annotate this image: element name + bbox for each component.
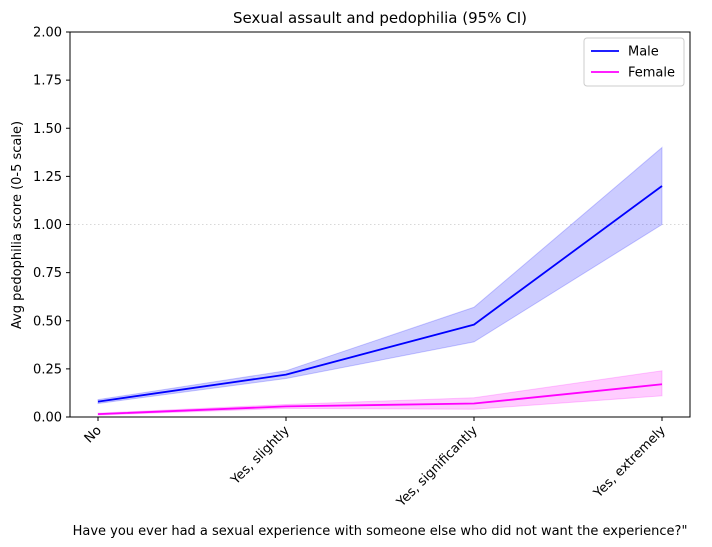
ci-band-series-0 [97, 146, 663, 405]
x-tick-label-0: No [82, 423, 105, 446]
y-tick-label-0: 0.00 [33, 411, 62, 426]
y-tick-label-3: 0.75 [33, 266, 62, 281]
series-line-1 [97, 383, 663, 416]
y-tick-label-4: 1.00 [33, 218, 62, 233]
y-tick-label-2: 0.50 [33, 314, 62, 329]
legend: Male Female [583, 37, 685, 87]
legend-box [583, 37, 685, 87]
ci-band-series-1 [97, 370, 663, 416]
chart-title: Sexual assault and pedophilia (95% CI) [233, 9, 527, 27]
y-tick-label-8: 2.00 [33, 26, 62, 41]
x-tick-label-2: Yes, significantly [393, 423, 481, 511]
y-tick-label-1: 0.25 [33, 362, 62, 377]
x-tick-label-3: Yes, extremely [590, 423, 669, 502]
y-tick-label-5: 1.25 [33, 170, 62, 185]
legend-label-0: Male [628, 45, 659, 60]
series-line-0 [97, 185, 663, 403]
x-axis-label: Have you ever had a sexual experience wi… [73, 524, 688, 539]
y-tick-label-7: 1.75 [33, 74, 62, 89]
plot-area: 0.00 0.25 0.50 0.75 1.00 1.25 1.50 1.75 2.00 No Ye… [33, 26, 691, 511]
x-tick-label-1: Yes, slightly [228, 423, 293, 488]
y-tick-label-6: 1.50 [33, 122, 62, 137]
y-axis-label: Avg pedophilia score (0-5 scale) [10, 121, 25, 329]
legend-label-1: Female [628, 66, 675, 81]
